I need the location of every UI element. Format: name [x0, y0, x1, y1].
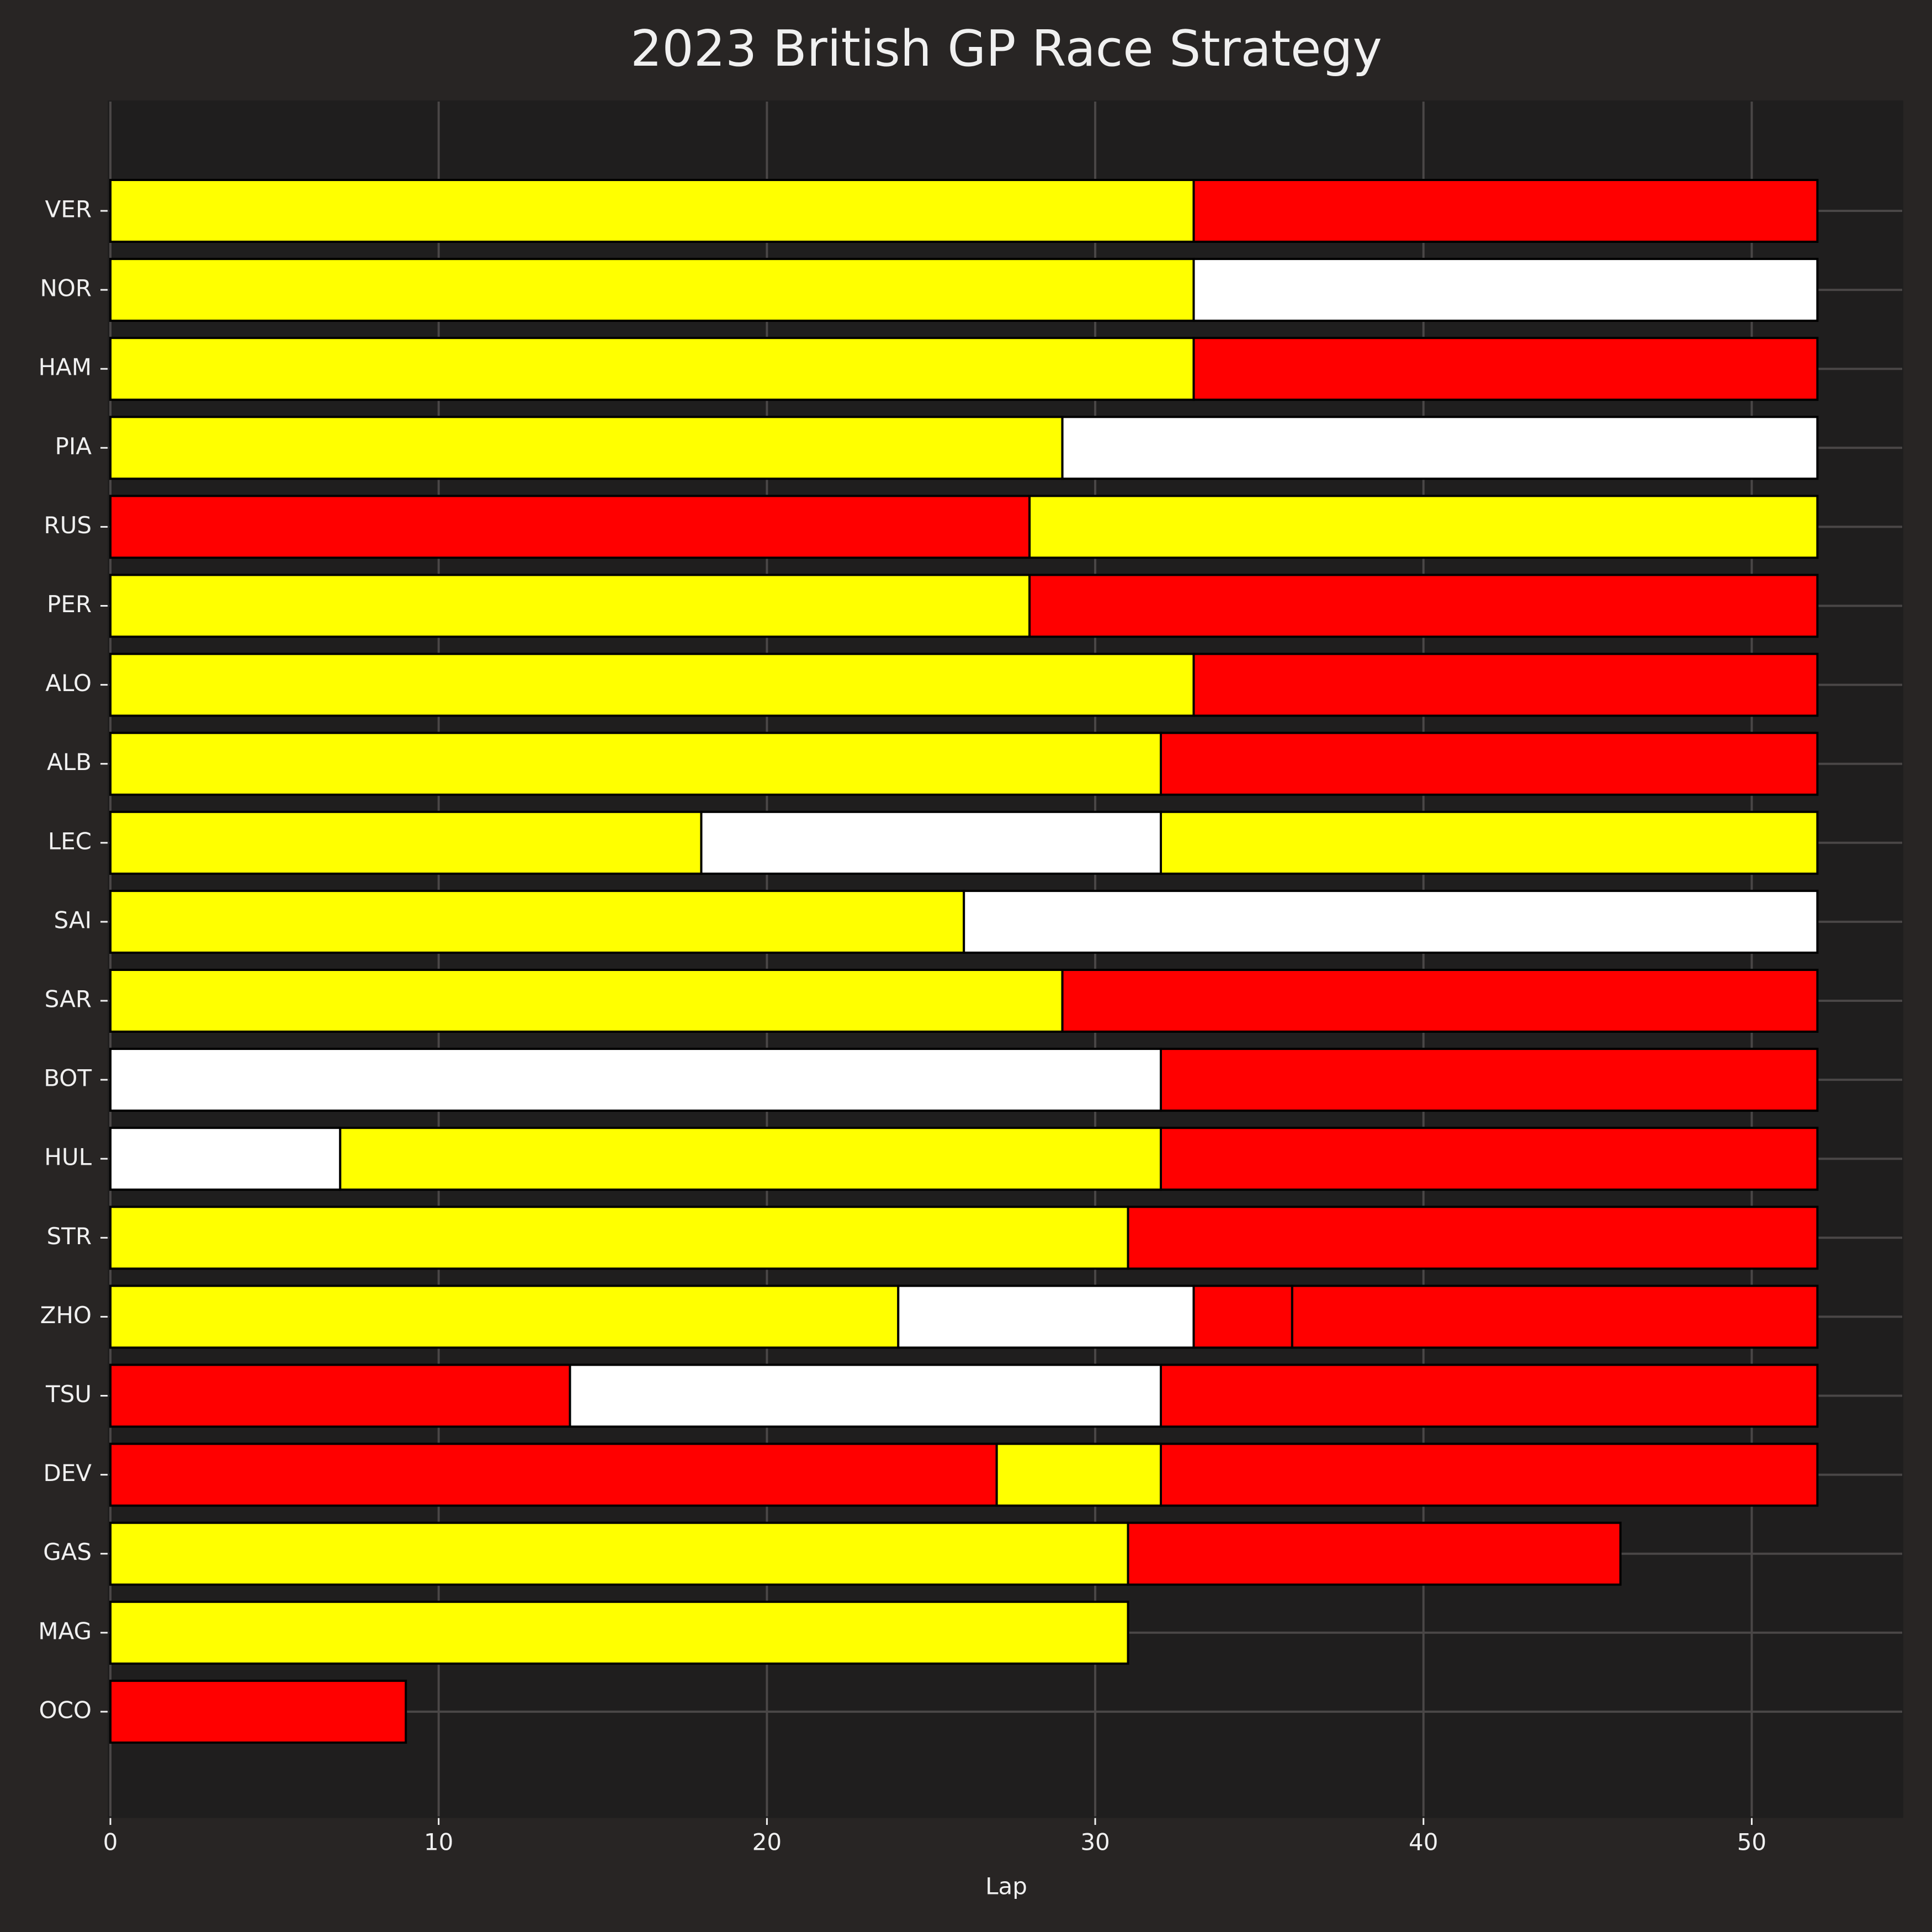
y-tick-label: MAG	[38, 1617, 92, 1644]
stint-bar	[1192, 258, 1819, 322]
y-tick-label: STR	[47, 1223, 92, 1250]
stint-bar	[1160, 1048, 1819, 1112]
y-tick-label: PIA	[55, 433, 92, 460]
stint-bar	[109, 1442, 998, 1507]
stint-bar	[109, 1127, 342, 1191]
stint-bar	[1061, 416, 1819, 480]
stint-bar	[1028, 574, 1819, 638]
x-tick-label: 40	[1409, 1829, 1438, 1856]
stint-bar	[109, 495, 1031, 559]
stint-bar	[1192, 1285, 1293, 1349]
stint-bar	[109, 1363, 571, 1428]
stint-bar	[1127, 1206, 1819, 1270]
stint-bar	[1160, 1127, 1819, 1191]
y-tick-label: SAI	[54, 906, 92, 933]
stint-bar	[1160, 731, 1819, 796]
y-tick-label: GAS	[43, 1538, 92, 1565]
stint-bar	[109, 1679, 407, 1744]
stint-bar	[1028, 495, 1819, 559]
y-tick-label: ALB	[47, 749, 92, 776]
stint-bar	[109, 1521, 1129, 1586]
stint-bar	[897, 1285, 1195, 1349]
chart-title: 2023 British GP Race Strategy	[630, 20, 1382, 78]
stint-bar	[109, 1206, 1129, 1270]
stint-bar	[1192, 652, 1819, 717]
y-tick-label: HUL	[44, 1144, 92, 1171]
stint-bar	[109, 731, 1163, 796]
y-tick-label: OCO	[39, 1696, 92, 1723]
x-tick-label: 0	[103, 1829, 118, 1856]
stint-bar	[109, 889, 965, 954]
stint-bar	[109, 416, 1064, 480]
stint-bar	[1127, 1521, 1622, 1586]
y-tick-label: VER	[45, 196, 92, 223]
x-tick-label: 50	[1737, 1829, 1766, 1856]
stint-bar	[569, 1363, 1163, 1428]
stint-bar	[109, 1285, 900, 1349]
y-tick-label: NOR	[40, 275, 92, 302]
stint-bar	[700, 810, 1163, 875]
y-tick-label: HAM	[38, 354, 92, 381]
stint-bar	[109, 652, 1195, 717]
stint-bar	[1061, 969, 1819, 1033]
stint-bar	[109, 179, 1195, 243]
x-axis-label: Lap	[985, 1873, 1027, 1900]
stint-bar	[109, 574, 1031, 638]
stint-bar	[1160, 1363, 1819, 1428]
y-tick-label: BOT	[44, 1065, 92, 1092]
y-tick-label: SAR	[45, 986, 92, 1013]
stint-bar	[995, 1442, 1163, 1507]
y-tick-label: TSU	[45, 1381, 92, 1408]
x-tick-label: 30	[1080, 1829, 1110, 1856]
y-tick-label: LEC	[48, 827, 92, 854]
stint-bar	[109, 337, 1195, 401]
stint-bar	[1160, 1442, 1819, 1507]
y-tick-label: RUS	[44, 512, 92, 539]
y-tick-label: DEV	[43, 1459, 92, 1487]
stint-bar	[109, 1600, 1129, 1665]
x-tick-label: 10	[424, 1829, 453, 1856]
y-tick-label: ALO	[45, 670, 92, 697]
stint-bar	[1160, 810, 1819, 875]
stint-bar	[1192, 337, 1819, 401]
stint-bar	[1291, 1285, 1819, 1349]
stint-bar	[109, 810, 703, 875]
stint-bar	[109, 969, 1064, 1033]
y-tick-label: ZHO	[40, 1302, 92, 1329]
x-tick-label: 20	[752, 1829, 782, 1856]
stint-bar	[963, 889, 1819, 954]
stint-bar	[109, 1048, 1163, 1112]
y-tick-label: PER	[47, 591, 92, 618]
stint-bar	[1192, 179, 1819, 243]
stint-bar	[339, 1127, 1163, 1191]
stint-bar	[109, 258, 1195, 322]
